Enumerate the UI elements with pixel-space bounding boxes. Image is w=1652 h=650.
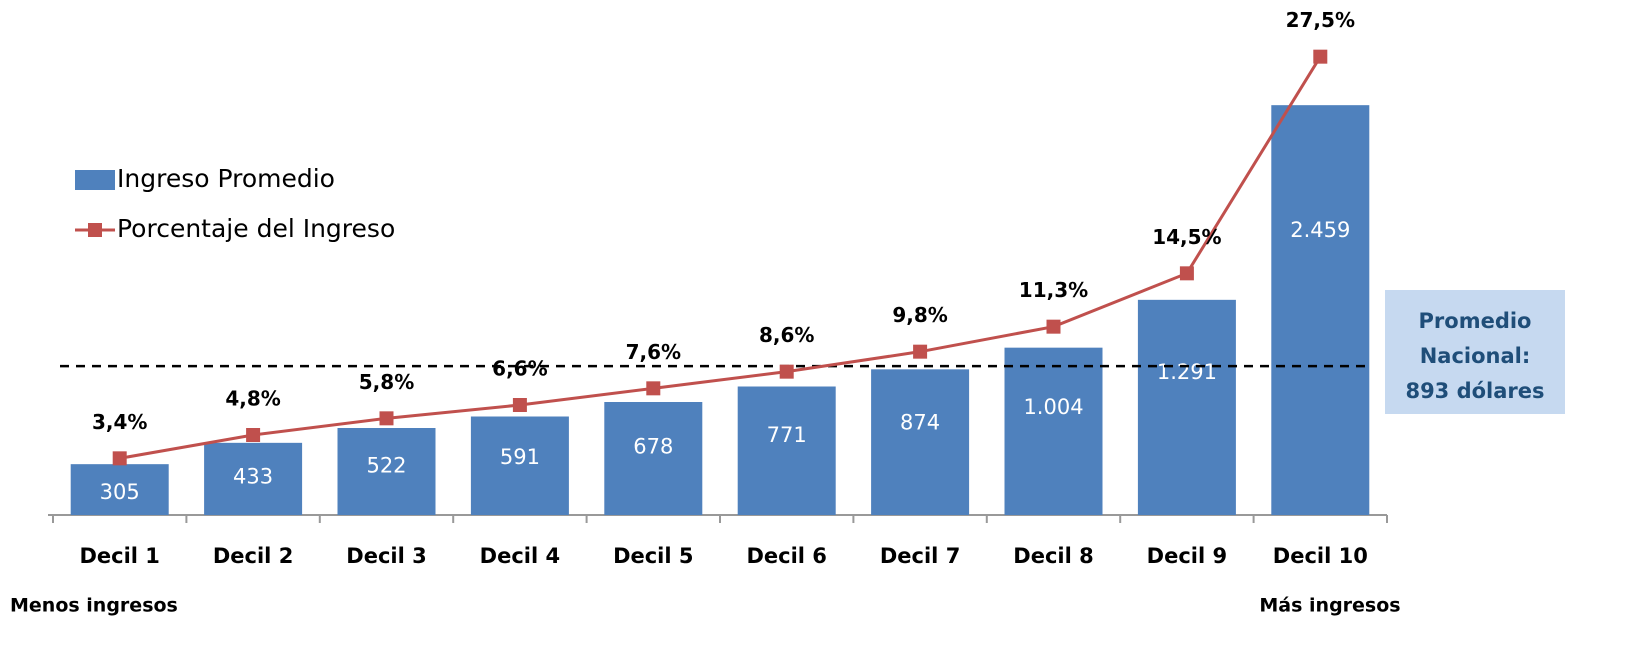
bar-label: 771 — [767, 423, 807, 447]
line-label: 9,8% — [892, 303, 947, 327]
bar — [871, 369, 970, 515]
bar — [337, 428, 436, 515]
right-note: Más ingresos — [1259, 595, 1400, 617]
left-note: Menos ingresos — [10, 595, 178, 617]
x-tick-label: Decil 7 — [880, 544, 960, 568]
legend-label: Ingreso Promedio — [117, 164, 335, 193]
callout-text: Nacional: — [1420, 344, 1531, 368]
x-tick-label: Decil 6 — [746, 544, 826, 568]
line-marker — [512, 398, 527, 412]
x-tick-label: Decil 5 — [613, 544, 693, 568]
bar-label: 874 — [900, 411, 940, 435]
x-tick-label: Decil 3 — [346, 544, 426, 568]
line-label: 8,6% — [759, 323, 814, 347]
bar-label: 433 — [233, 464, 273, 488]
line-marker — [779, 364, 794, 379]
line-label: 11,3% — [1019, 278, 1088, 302]
x-tick-label: Decil 9 — [1147, 544, 1227, 568]
bar — [1271, 105, 1370, 516]
legend-swatch — [75, 170, 115, 190]
line-label: 14,5% — [1152, 225, 1221, 249]
bar — [604, 402, 703, 515]
line — [119, 55, 1322, 460]
bar-label: 2.459 — [1290, 218, 1350, 242]
bar — [470, 416, 569, 515]
line-label: 4,8% — [225, 387, 280, 411]
bar — [204, 442, 303, 515]
callout-text: Promedio — [1419, 309, 1532, 333]
line-label: 3,4% — [92, 410, 147, 434]
bar — [737, 386, 836, 515]
line-marker — [913, 344, 928, 359]
bar-label: 522 — [366, 453, 406, 477]
x-tick-label: Decil 2 — [213, 544, 293, 568]
line-label: 5,8% — [359, 370, 414, 394]
bar-label: 305 — [100, 480, 140, 504]
line-marker — [112, 451, 127, 466]
x-tick-label: Decil 8 — [1013, 544, 1093, 568]
line-label: 7,6% — [626, 340, 681, 364]
x-tick-label: Decil 1 — [79, 544, 159, 568]
bar — [70, 464, 169, 515]
bar — [1137, 299, 1236, 515]
line-marker — [379, 411, 394, 426]
line-marker — [646, 381, 661, 396]
bar — [1004, 347, 1103, 515]
legend-label: Porcentaje del Ingreso — [117, 214, 395, 243]
bar-label: 678 — [633, 435, 673, 459]
x-tick-label: Decil 4 — [480, 544, 560, 568]
line-marker — [1313, 49, 1328, 64]
callout-box — [1385, 290, 1565, 414]
line-marker — [246, 428, 261, 442]
bar-label: 1.004 — [1023, 395, 1083, 419]
legend-swatch — [88, 223, 102, 237]
line-label: 6,6% — [492, 357, 547, 381]
line-marker — [1179, 266, 1194, 281]
bar-label: 591 — [500, 445, 540, 469]
callout-text: 893 dólares — [1405, 379, 1544, 403]
line-label: 27,5% — [1286, 8, 1355, 32]
x-tick-label: Decil 10 — [1273, 544, 1368, 568]
bar-label: 1.291 — [1157, 360, 1217, 384]
line-marker — [1046, 319, 1061, 334]
